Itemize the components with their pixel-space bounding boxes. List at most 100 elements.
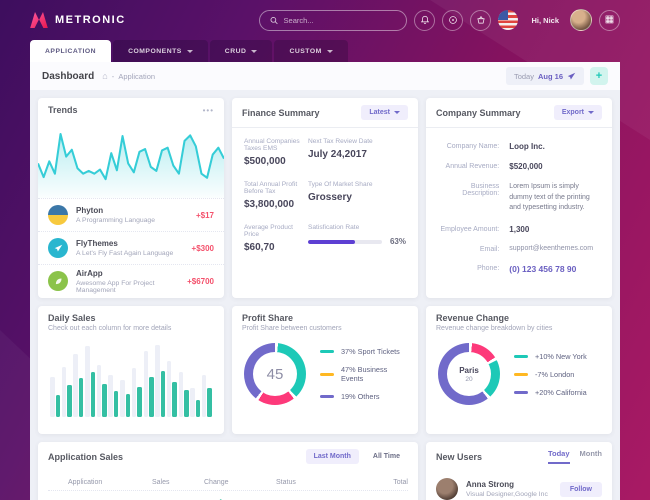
company-title: Company Summary [436,107,521,118]
export-dropdown[interactable]: Export [553,105,602,120]
list-item[interactable]: FlyThemes A Let's Fly Fast Again Languag… [38,231,224,264]
bar-pair [190,345,201,417]
field-label: Satisfication Rate [307,224,360,231]
field-value: $60,70 [244,242,275,253]
search-input[interactable] [283,15,397,25]
search-icon [271,16,279,24]
tab-today[interactable]: Today [547,449,570,464]
revenue-change-donut: Paris 20 [438,343,500,405]
tab-custom[interactable]: CUSTOM [274,40,348,62]
field-label: Type Of Market Share [307,181,373,188]
field-value: Grossery [307,192,352,203]
tab-label: CRUD [224,47,247,55]
user-greeting: Hi, Nick [531,15,559,25]
quick-actions-button[interactable] [442,9,464,31]
table-row[interactable]: Vortex 2.0 Vertex To By Again 19,200 In … [48,490,408,500]
item-value: +$300 [191,243,214,253]
item-name: AirApp [76,268,103,278]
profit-share-card: Profit Share Profit Share between custom… [232,306,418,434]
application-sales-title: Application Sales [48,451,124,462]
item-name: FlyThemes [76,239,118,248]
page-title: Dashboard [42,70,95,82]
chevron-down-icon [588,111,594,114]
bar-pair [85,345,96,417]
date-value: Aug 16 [537,71,563,81]
revenue-change-title: Revenue Change [436,313,510,323]
subheader: Dashboard ⌂ - Application Today Aug 16 + [30,62,620,90]
home-icon[interactable]: ⌂ [102,71,108,81]
legend-marker [320,350,334,353]
field-label: Total Annual Profit Before Tax [244,181,298,195]
add-button[interactable]: + [590,67,608,85]
list-item[interactable]: AirApp Awesome App For Project Managemen… [38,264,224,297]
field-label: Average Product Price [244,224,293,238]
finance-summary-card: Finance Summary Latest Annual Companies … [232,98,418,298]
row-value[interactable]: (0) 123 456 78 90 [509,263,577,274]
trends-chart [38,122,224,198]
company-summary-card: Company Summary Export Company Name: Loo… [426,98,612,298]
notifications-button[interactable] [414,9,436,31]
breadcrumb-separator: - [111,71,115,81]
header-actions: Hi, Nick ▦ [259,9,620,31]
brand-logo[interactable]: METRONIC [30,12,126,28]
content-area: Dashboard ⌂ - Application Today Aug 16 +… [30,62,620,500]
bar-pair [155,345,166,417]
legend-item: 19% Others [320,392,406,401]
last-month-button[interactable]: Last Month [305,449,359,464]
application-sales-table: Application Sales Change Status Total Vo… [38,471,418,500]
company-row: Phone: (0) 123 456 78 90 [438,264,600,274]
row-value[interactable]: support@keenthemes.com [509,244,594,252]
bar-pair [73,345,84,417]
follow-button[interactable]: Follow [559,481,602,497]
new-users-title: New Users [436,451,483,462]
table-header-row: Application Sales Change Status Total [48,471,408,490]
new-users-card: New Users Today Month Anna Strong Visual… [426,442,612,500]
company-row: Business Description: Lorem Ipsum is sim… [438,182,600,214]
user-row: Anna Strong Visual Designer,Google Inc F… [436,471,602,500]
application-sales-card: Application Sales Last Month All Time Ap… [38,442,418,500]
all-time-button[interactable]: All Time [365,449,408,464]
user-avatar[interactable] [570,9,592,31]
tab-label: APPLICATION [45,47,97,55]
profit-share-donut: 45 [244,343,306,405]
tab-application[interactable]: APPLICATION [30,40,112,62]
satisfaction-progress-fill [307,239,355,244]
bar-pair [96,345,107,417]
column-change: Change [204,479,229,486]
daily-sales-subtitle: Check out each column for more details [48,325,172,332]
finance-field: Type Of Market Share Grossery [308,181,406,210]
tab-components[interactable]: COMPONENTS [113,40,208,62]
legend-marker [514,390,528,394]
row-value: 1,300 [509,224,530,234]
metronic-logo-icon [30,12,48,28]
apps-menu-button[interactable]: ▦ [599,9,620,31]
bar-pair [201,345,212,417]
compass-icon [449,16,457,24]
chevron-down-icon [394,111,400,114]
row-label: Employee Amount: [440,225,500,233]
date-selector[interactable]: Today Aug 16 [505,67,584,85]
satisfaction-progress [307,239,382,244]
finance-field: Average Product Price $60,70 [244,224,300,253]
breadcrumb-section[interactable]: Application [118,71,156,81]
cart-button[interactable] [470,9,492,31]
legend-marker [320,395,334,398]
field-value: $3,800,000 [244,199,295,210]
satisfaction-field: Satisfication Rate 63% [307,224,406,253]
finance-title: Finance Summary [242,107,320,118]
company-row: Employee Amount: 1,300 [438,225,600,234]
python-icon [48,205,68,225]
bar-pair [50,345,60,417]
tab-month[interactable]: Month [579,449,603,458]
search-box[interactable] [259,9,408,31]
legend-marker [320,372,334,376]
donut-center-value: 45 [266,365,284,383]
more-options-icon[interactable]: ••• [202,105,214,115]
bar-pair [131,345,142,417]
tab-crud[interactable]: CRUD [209,40,273,62]
row-label: Company Name: [446,143,500,150]
latest-dropdown[interactable]: Latest [361,105,408,120]
language-flag-icon[interactable] [498,10,519,30]
item-desc: A Programming Language [76,217,155,224]
list-item[interactable]: Phyton A Programming Language +$17 [38,198,224,231]
